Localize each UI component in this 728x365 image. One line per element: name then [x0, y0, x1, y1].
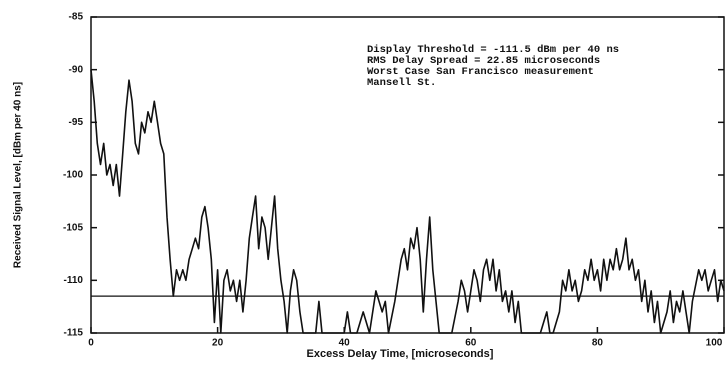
x-tick-label: 40 — [339, 338, 351, 349]
x-tick-label: 80 — [592, 338, 604, 349]
y-axis-label: Received Signal Level, [dBm per 40 ns] — [13, 82, 24, 268]
y-tick-label: -90 — [69, 64, 84, 75]
x-tick-label: 100 — [706, 338, 723, 349]
annotation: Mansell St. — [367, 77, 436, 89]
y-tick-label: -85 — [69, 12, 84, 23]
x-tick-label: 60 — [465, 338, 477, 349]
y-tick-label: -100 — [63, 170, 83, 181]
x-tick-label: 20 — [212, 338, 224, 349]
annotation: Display Threshold = -111.5 dBm per 40 ns — [367, 44, 619, 56]
y-tick-label: -110 — [64, 275, 84, 286]
y-tick-label: -95 — [69, 117, 84, 128]
y-tick-label: -115 — [64, 328, 84, 339]
x-tick-label: 0 — [88, 338, 94, 349]
x-axis-label: Excess Delay Time, [microseconds] — [307, 348, 494, 360]
data-line — [90, 69, 725, 334]
y-tick-label: -105 — [63, 222, 83, 233]
annotation: RMS Delay Spread = 22.85 microseconds — [367, 55, 600, 67]
annotation: Worst Case San Francisco measurement — [367, 66, 594, 78]
